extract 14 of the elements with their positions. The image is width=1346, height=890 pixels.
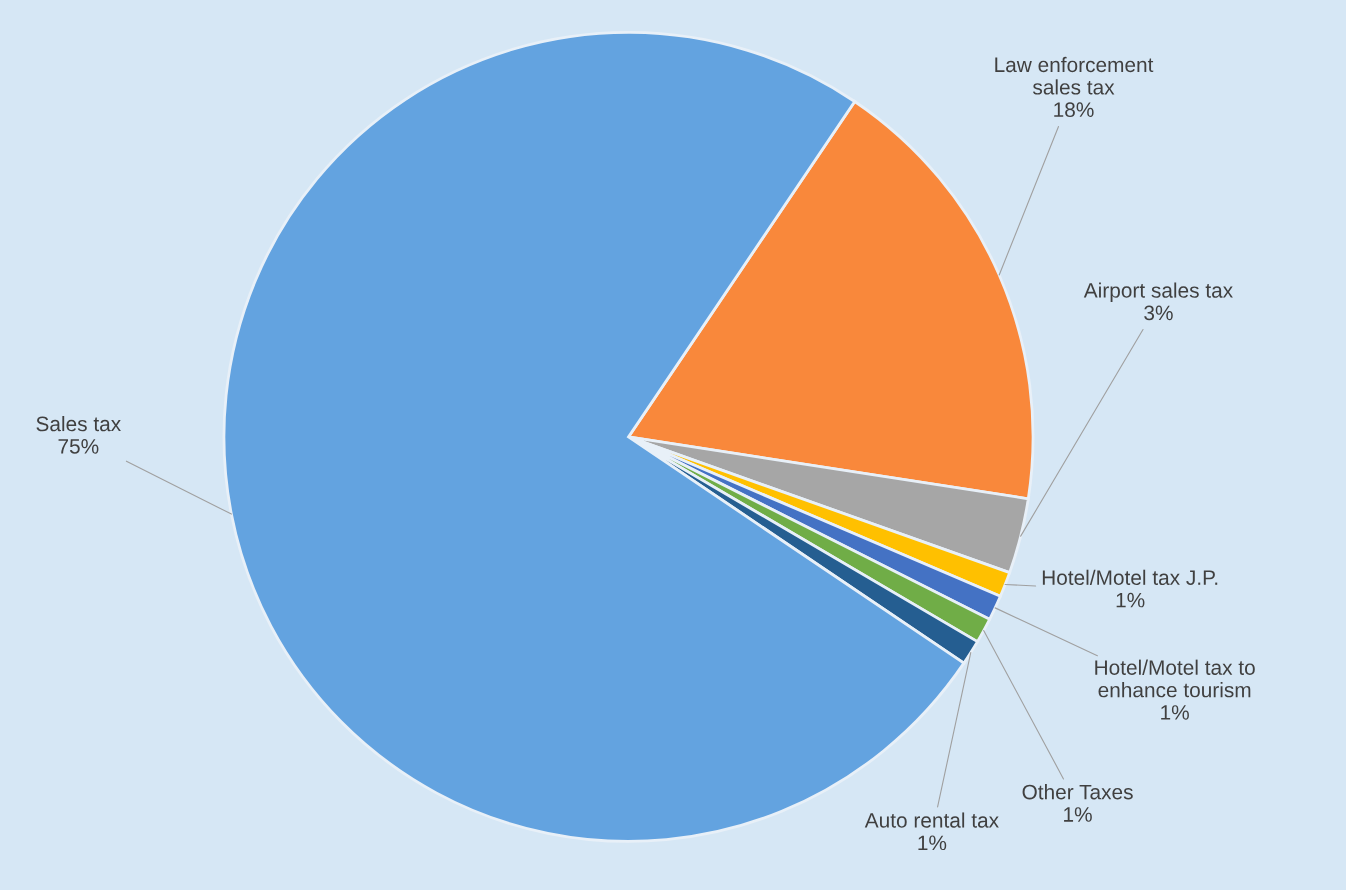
data-label: 3%: [1144, 305, 1173, 321]
data-label: 1%: [1161, 705, 1189, 720]
data-label: 1%: [1064, 807, 1092, 822]
data-label: 1%: [1116, 592, 1145, 608]
slice-label: Hotel/Motel tax J.P.: [1042, 569, 1218, 586]
slice-label: Other Taxes: [1022, 784, 1133, 800]
slice-label: Law enforcement sales tax: [995, 56, 1154, 95]
data-label: 75%: [58, 439, 99, 454]
data-label: 1%: [918, 835, 947, 851]
slice-label: Hotel/Motel tax to enhance tourism: [1095, 659, 1255, 698]
slice-label: Sales tax: [36, 415, 121, 432]
slice-label: Airport sales tax: [1083, 282, 1233, 302]
data-label: 18%: [1054, 102, 1094, 118]
slice-label: Auto rental tax: [864, 812, 999, 828]
